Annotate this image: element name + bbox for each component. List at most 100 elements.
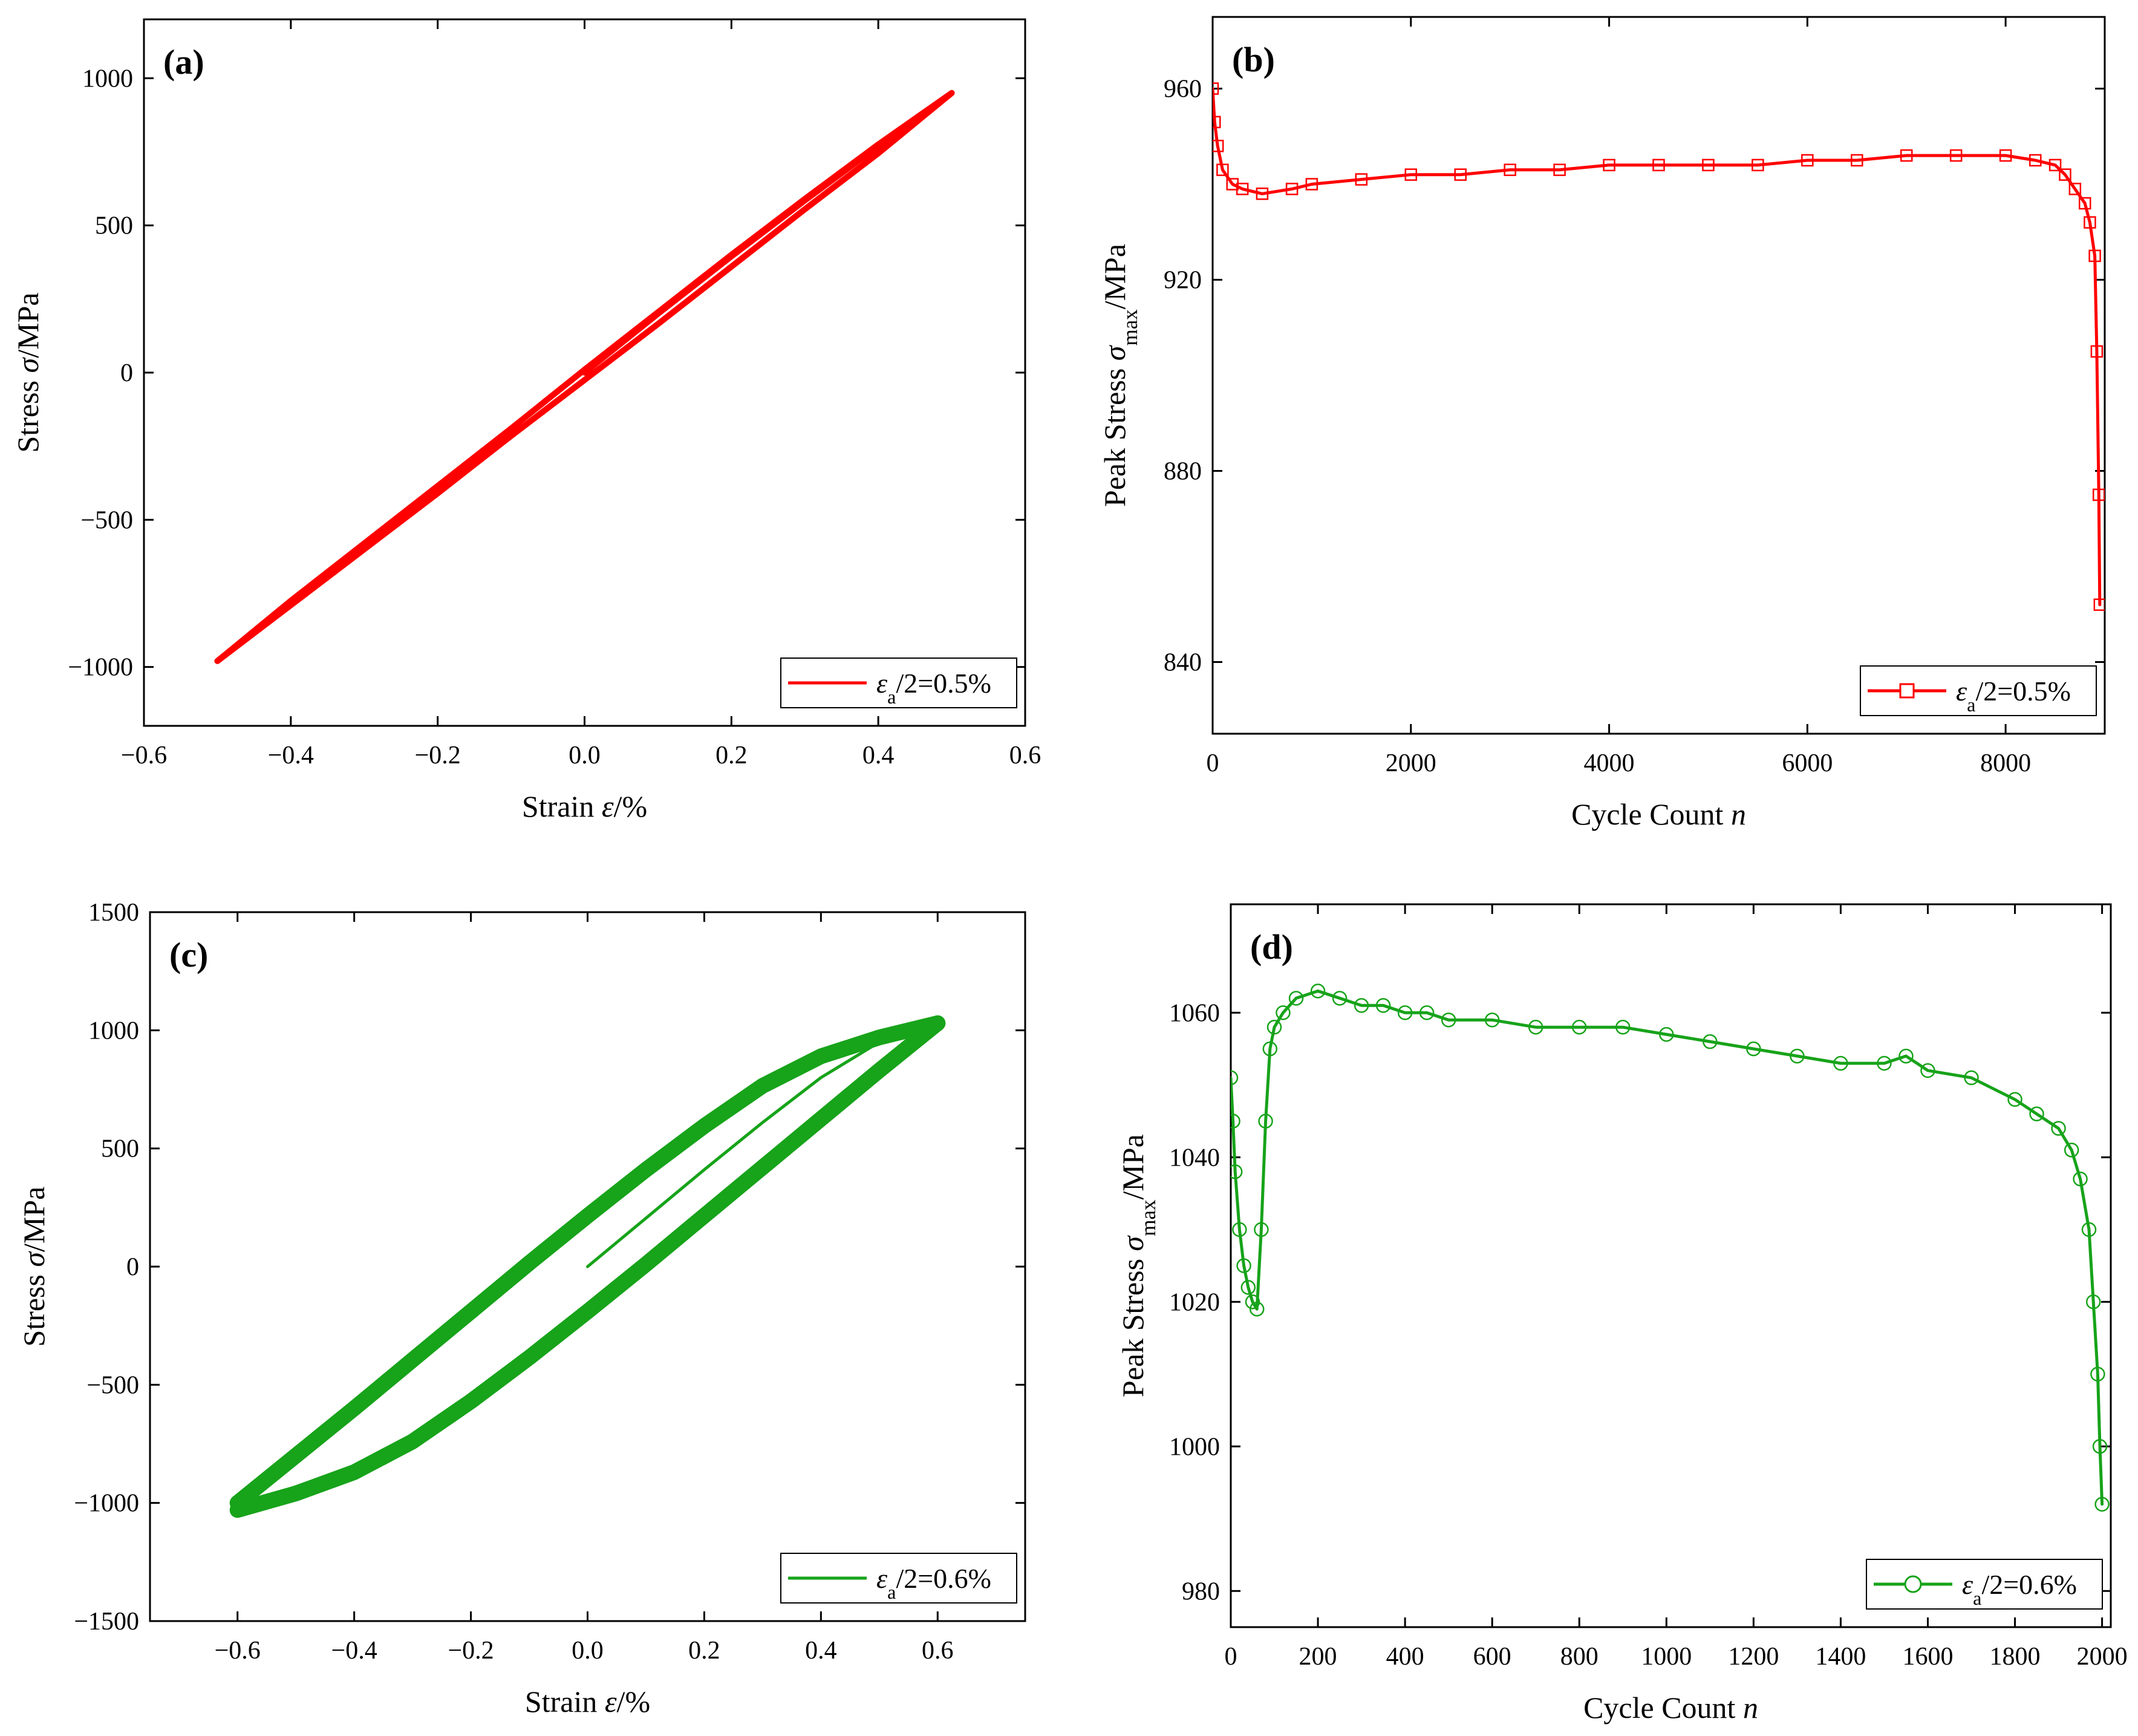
data-point [1236, 183, 1249, 195]
x-tick-label: 0.2 [688, 1637, 720, 1665]
legend-label: εa/2=0.6% [1962, 1569, 2077, 1609]
x-tick-label: −0.2 [415, 742, 461, 769]
x-tick-label: 1400 [1815, 1643, 1866, 1671]
panel-label: (a) [163, 42, 204, 82]
data-point [1898, 1048, 1914, 1064]
x-tick-label: −0.4 [268, 742, 314, 769]
data-point [1254, 1222, 1269, 1237]
y-tick-label: 840 [1164, 649, 1202, 677]
data-point [1484, 1012, 1500, 1028]
data-point [2007, 1092, 2022, 1107]
data-point [1305, 178, 1318, 191]
data-point [2090, 1366, 2105, 1382]
data-point [2081, 1222, 2097, 1237]
series-line [1213, 87, 2102, 607]
x-tick-label: 0.0 [569, 742, 601, 769]
legend-label: εa/2=0.5% [1956, 676, 2071, 716]
x-tick-label: 0.6 [1009, 742, 1041, 769]
data-point [1528, 1019, 1543, 1035]
legend-label: εa/2=0.5% [876, 668, 991, 708]
data-point [2092, 488, 2105, 501]
plot-frame [1211, 16, 2106, 735]
data-point [1659, 1026, 1674, 1042]
data-point [2085, 1294, 2101, 1310]
x-tick-label: 0 [1225, 1643, 1237, 1671]
series-group [229, 1015, 946, 1518]
data-point [1355, 173, 1368, 186]
data-point [2078, 197, 2091, 210]
legend-box [1866, 1559, 2103, 1610]
data-point [1397, 1005, 1413, 1020]
data-point [1213, 82, 1219, 95]
x-tick-label: −0.6 [121, 742, 167, 769]
series-line [229, 1015, 946, 1511]
x-tick-label: 400 [1386, 1643, 1424, 1671]
data-point [1285, 183, 1299, 195]
x-axis-title: Cycle Count n [1571, 797, 1746, 831]
data-point [2051, 1121, 2066, 1136]
series-group [1213, 82, 2105, 611]
data-point [1999, 149, 2012, 162]
y-tick-label: −1500 [74, 1608, 139, 1636]
data-point [1354, 998, 1369, 1013]
data-point [1213, 116, 1221, 129]
x-tick-label: −0.4 [331, 1637, 377, 1665]
x-tick-label: 0.4 [805, 1637, 837, 1665]
data-point [1231, 1070, 1239, 1086]
data-point [1801, 154, 1814, 167]
data-point [1949, 149, 1963, 162]
y-tick-label: 920 [1164, 267, 1202, 295]
x-tick-label: 600 [1473, 1643, 1511, 1671]
y-tick-label: 960 [1164, 76, 1202, 103]
data-point [2094, 1496, 2110, 1512]
series-line [214, 90, 955, 664]
y-tick-label: 1040 [1169, 1144, 1220, 1172]
x-tick-label: 0.2 [715, 742, 748, 769]
x-tick-label: 1000 [1641, 1643, 1692, 1671]
x-tick-label: 800 [1560, 1643, 1599, 1671]
data-point [1752, 158, 1764, 172]
series-line [1231, 989, 2104, 1506]
data-point [1790, 1048, 1805, 1064]
data-point [1404, 168, 1418, 181]
data-point [2084, 216, 2096, 229]
data-point [2029, 1106, 2044, 1121]
data-point [2073, 1171, 2088, 1187]
legend-marker [1899, 683, 1915, 699]
y-axis-title: Peak Stress σmax/MPa [1098, 244, 1142, 507]
data-point [1900, 149, 1913, 162]
y-tick-label: 1000 [1169, 1433, 1220, 1461]
series-group [1231, 984, 2110, 1512]
data-point [2090, 345, 2104, 358]
data-point [1245, 1294, 1260, 1310]
y-axis-title: Peak Stress σmax/MPa [1116, 1134, 1160, 1397]
data-point [1232, 1222, 1247, 1237]
legend-marker [1904, 1575, 1922, 1593]
x-tick-label: 4000 [1584, 749, 1635, 777]
panel-b: 0 2000 4000 6000 8000 840 880 920 960 Cycle Count… [1098, 16, 2106, 831]
panel-d: 0 200 400 600 800 1000 1200 1400 1600 1800 2000 980… [1116, 903, 2128, 1725]
data-point [1571, 1019, 1587, 1035]
data-point [1920, 1063, 1935, 1078]
y-tick-label: 1060 [1169, 999, 1220, 1027]
data-point [2048, 158, 2062, 172]
y-tick-label: −1000 [74, 1490, 139, 1518]
data-point [1258, 1114, 1273, 1129]
x-tick-label: 200 [1299, 1643, 1337, 1671]
panel-label: (d) [1250, 927, 1293, 967]
data-point [1213, 140, 1224, 152]
panel-a: −0.6 −0.4 −0.2 0.0 0.2 0.4 0.6 −1000 −500 0 500 100… [11, 18, 1041, 823]
data-point [1504, 163, 1516, 177]
y-tick-label: 1500 [88, 899, 139, 927]
data-point [1553, 163, 1566, 177]
x-tick-label: 0.6 [922, 1637, 954, 1665]
y-tick-label: 0 [126, 1253, 139, 1281]
y-tick-label: −500 [86, 1371, 139, 1399]
data-point [1877, 1056, 1892, 1071]
series-group [214, 90, 955, 664]
x-axis-title: Strain ε/% [525, 1685, 650, 1718]
x-tick-label: 0.4 [862, 742, 895, 769]
data-point [1276, 1005, 1291, 1020]
y-tick-label: 1020 [1169, 1288, 1220, 1316]
